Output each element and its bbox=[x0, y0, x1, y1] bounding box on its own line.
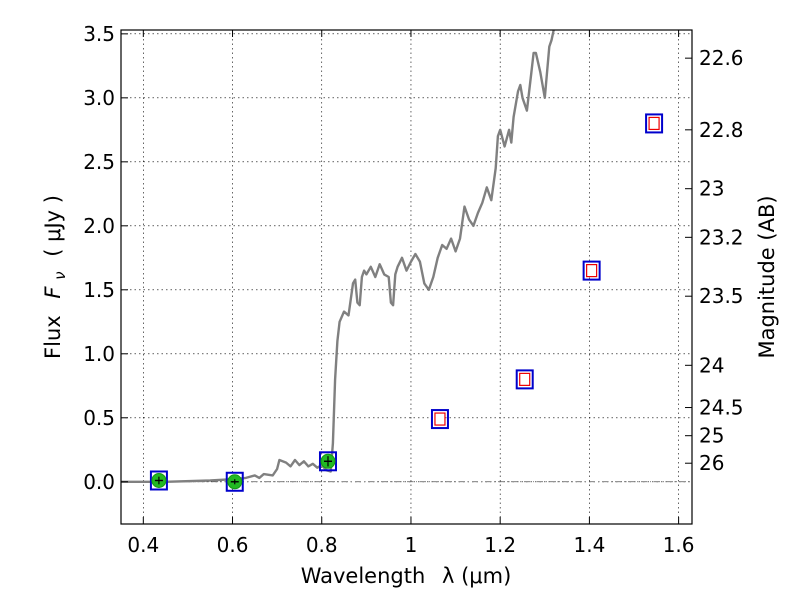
x-tick-label: 0.4 bbox=[127, 533, 159, 557]
model-point bbox=[586, 264, 598, 278]
observed-point-box bbox=[225, 471, 244, 492]
model-spectrum bbox=[121, 29, 555, 483]
y-tick-label: 2.5 bbox=[83, 150, 115, 174]
magnitude-tick-label: 22.8 bbox=[699, 118, 744, 142]
plot-frame bbox=[120, 29, 693, 525]
observed-point-box bbox=[318, 451, 337, 472]
y-tick-label: 0.0 bbox=[83, 470, 115, 494]
model-point bbox=[648, 116, 660, 131]
y-tick-label: 1.0 bbox=[83, 342, 115, 366]
y-tick-label: 3.0 bbox=[83, 86, 115, 110]
model-point-box bbox=[515, 369, 534, 390]
magnitude-tick-label: 24 bbox=[699, 353, 724, 377]
y-axis-label: Flux F ν ( μJy ) bbox=[41, 195, 70, 359]
x-tick-label: 0.8 bbox=[306, 533, 338, 557]
x-tick-label: 1.2 bbox=[484, 533, 516, 557]
y-tick-label: 1.5 bbox=[83, 278, 115, 302]
spectrum-line bbox=[121, 29, 555, 483]
y-tick-label: 2.0 bbox=[83, 214, 115, 238]
y2-axis-label: Magnitude (AB) bbox=[755, 195, 779, 358]
y-tick-label: 0.5 bbox=[83, 406, 115, 430]
magnitude-tick-label: 23.2 bbox=[699, 225, 744, 249]
magnitude-tick-label: 26 bbox=[699, 451, 724, 475]
axis-ticks: 0.4 0.6 0.8 1 1.2 1.4 1.6 0.0 0.5 1.0 1.5 2.0 2.5 3.0… bbox=[83, 22, 743, 557]
magnitude-tick-label: 25 bbox=[699, 424, 724, 448]
y-axis-label-symbol: F bbox=[41, 286, 65, 299]
y-axis-label-unit: ( μJy ) bbox=[41, 195, 65, 257]
magnitude-tick-label: 22.6 bbox=[699, 46, 744, 70]
data-points bbox=[149, 113, 664, 492]
x-tick-label: 1.6 bbox=[663, 533, 695, 557]
y-tick-label: 3.5 bbox=[83, 22, 115, 46]
magnitude-tick-label: 24.5 bbox=[699, 396, 744, 420]
model-point-box bbox=[645, 113, 664, 134]
x-axis-label: Wavelength λ (μm) bbox=[301, 564, 512, 588]
x-axis-label-math: λ (μm) bbox=[442, 564, 511, 588]
y-axis-label-text: Flux bbox=[41, 315, 65, 359]
model-point-box bbox=[582, 260, 601, 281]
magnitude-tick-label: 23.5 bbox=[699, 284, 744, 308]
observed-point-box bbox=[149, 470, 168, 491]
x-axis-label-text: Wavelength bbox=[301, 564, 426, 588]
x-tick-label: 1 bbox=[405, 533, 418, 557]
model-point bbox=[434, 412, 446, 426]
x-tick-label: 0.6 bbox=[217, 533, 249, 557]
model-point bbox=[519, 372, 531, 386]
magnitude-tick-label: 23 bbox=[699, 177, 724, 201]
x-tick-label: 1.4 bbox=[573, 533, 605, 557]
y-axis-label-subscript: ν bbox=[51, 271, 69, 279]
model-point-box bbox=[430, 409, 449, 430]
